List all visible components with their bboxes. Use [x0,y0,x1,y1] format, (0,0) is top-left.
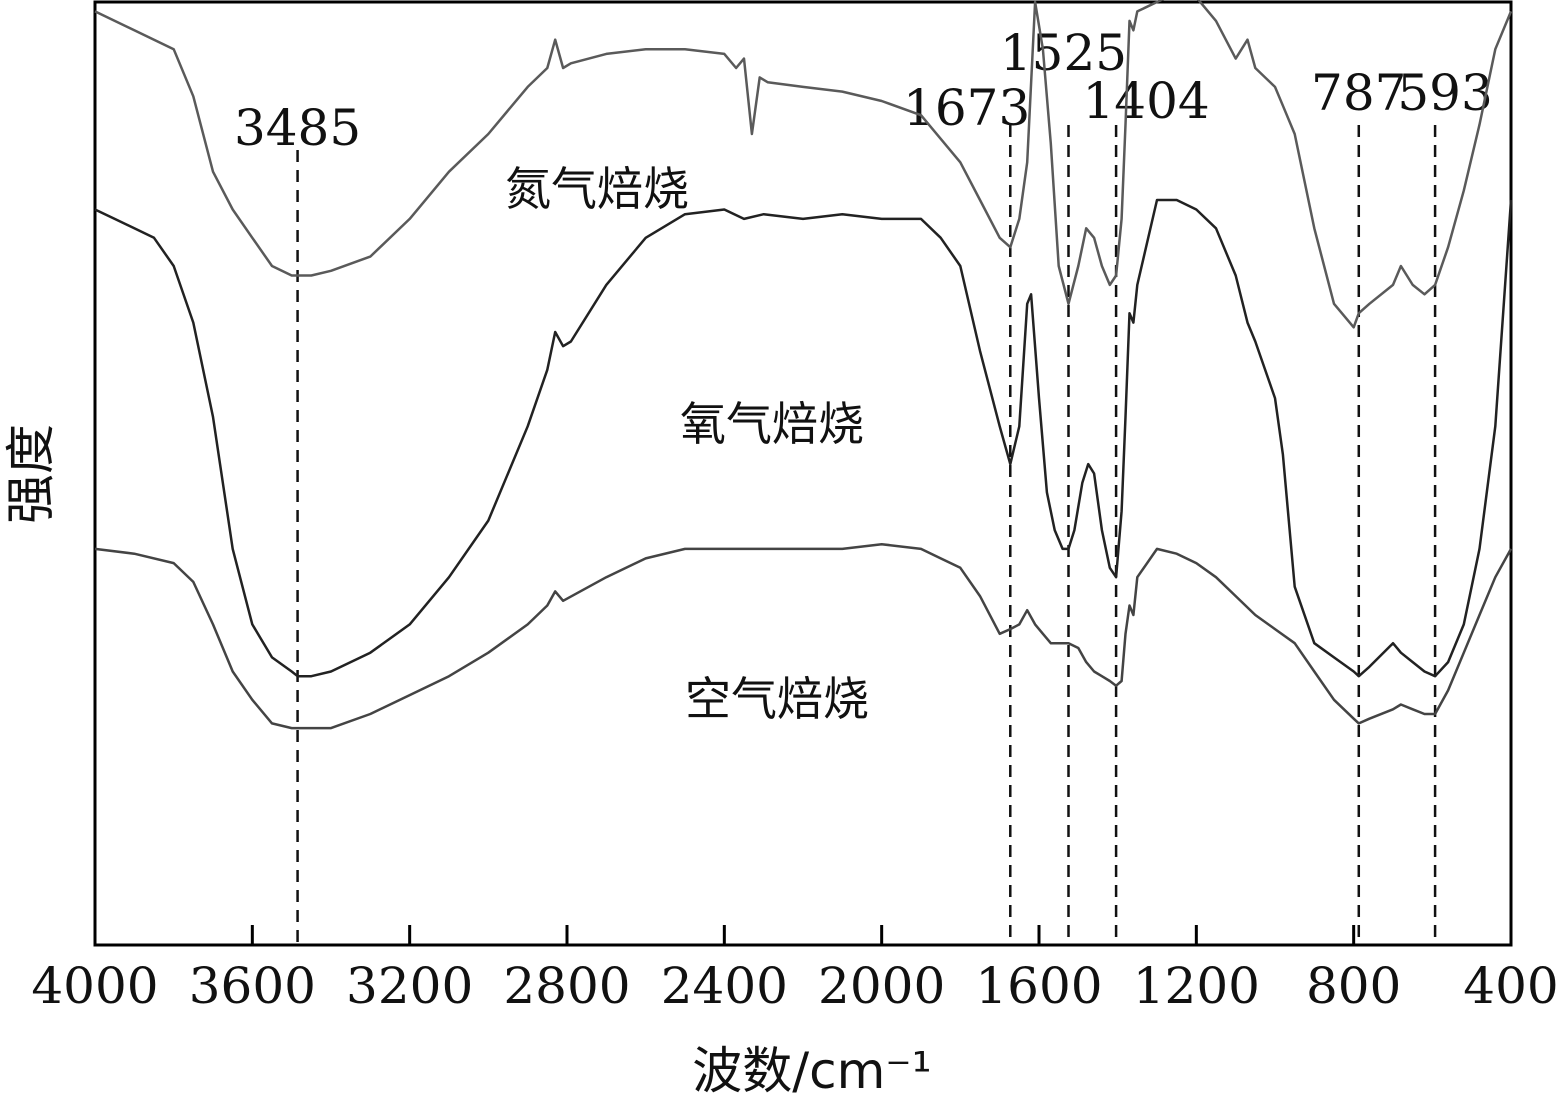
x-tick-label: 1600 [975,957,1102,1015]
series-label-air: 空气焙烧 [685,672,869,726]
peak-label-1673: 1673 [903,79,1030,137]
y-axis-label: 强度 [2,424,60,524]
x-tick-label: 3200 [346,957,473,1015]
x-axis-ticks: 4000 3600 3200 2800 2400 2000 1600 1200 800 400 [31,925,1559,1015]
peak-label-1404: 1404 [1082,72,1209,130]
peak-label-1525: 1525 [1000,24,1127,82]
x-tick-label: 4000 [31,957,158,1015]
x-tick-label: 800 [1306,957,1401,1015]
x-tick-label: 2400 [661,957,788,1015]
peak-label-3485: 3485 [234,99,361,157]
x-axis-label: 波数/cm⁻¹ [692,1042,931,1100]
x-tick-label: 400 [1463,957,1558,1015]
x-tick-label: 3600 [189,957,316,1015]
x-tick-label: 2000 [818,957,945,1015]
x-tick-label: 2800 [503,957,630,1015]
series-line-2 [94,542,1513,730]
peak-label-787: 787 [1311,64,1406,122]
peak-label-593: 593 [1397,64,1492,122]
series-line-0 [94,0,1513,329]
series-line-1 [94,198,1513,678]
plot-frame [93,0,1513,947]
series-label-oxygen: 氧气焙烧 [680,397,864,451]
series-label-nitrogen: 氮气焙烧 [505,162,689,216]
series-lines [94,0,1513,730]
x-tick-label: 1200 [1133,957,1260,1015]
